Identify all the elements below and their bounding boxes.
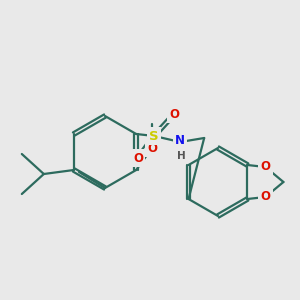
Text: O: O xyxy=(260,190,270,203)
Text: O: O xyxy=(169,107,179,121)
Text: O: O xyxy=(147,142,157,154)
Text: H: H xyxy=(177,151,186,161)
Text: O: O xyxy=(133,152,143,164)
Text: S: S xyxy=(149,130,159,142)
Text: N: N xyxy=(175,134,185,146)
Text: O: O xyxy=(260,160,270,173)
